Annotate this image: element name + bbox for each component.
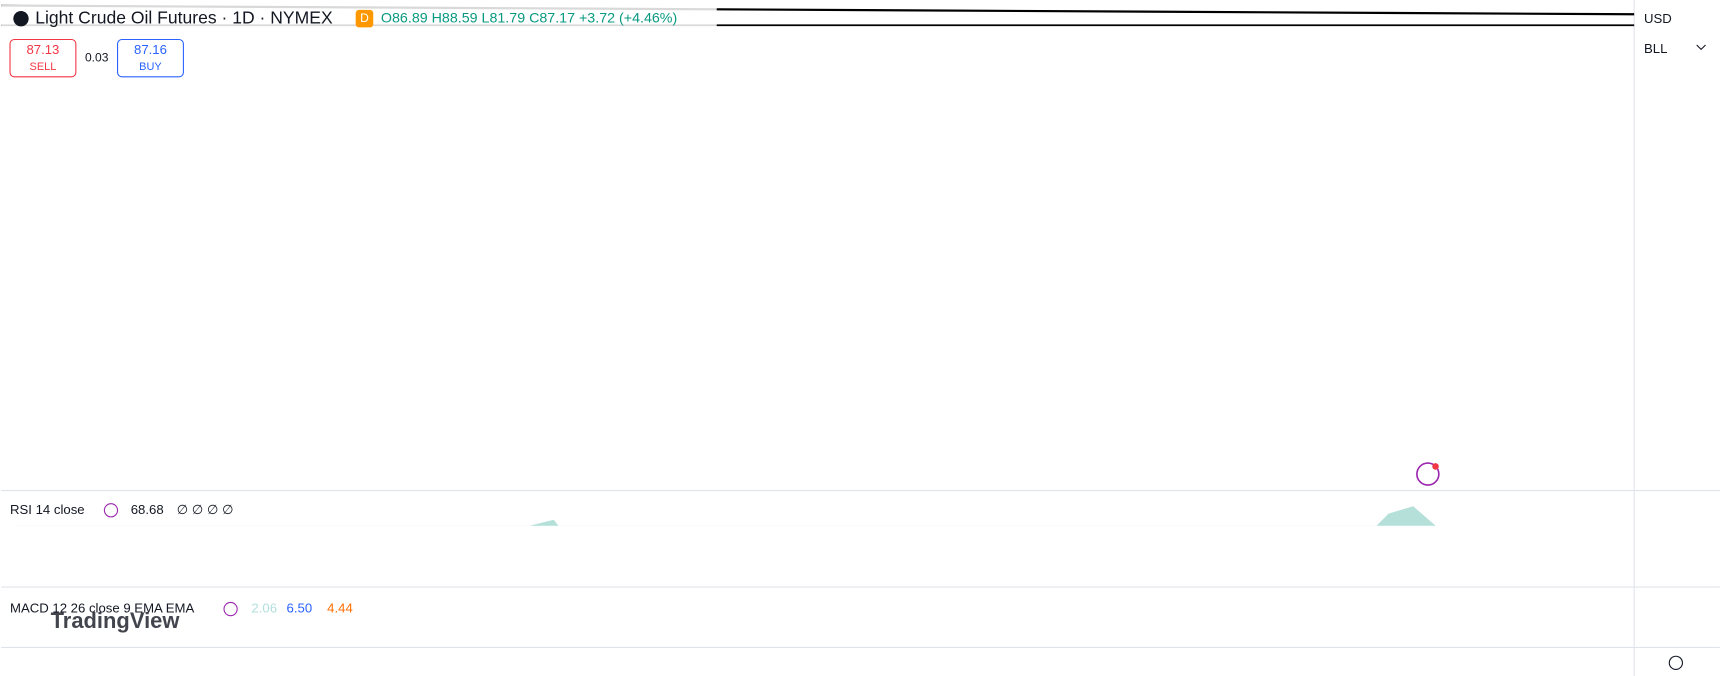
- settings-icon[interactable]: [1668, 655, 1684, 670]
- rsi-value: 68.68: [131, 502, 164, 517]
- event-icon[interactable]: [1416, 462, 1440, 486]
- badge: [355, 9, 374, 28]
- badge-text: D: [360, 11, 369, 25]
- event-dot: [1432, 463, 1439, 470]
- unit-dropdown[interactable]: [1696, 44, 1706, 51]
- sell-button[interactable]: [9, 38, 77, 78]
- rsi-settings[interactable]: [103, 503, 119, 518]
- symbol-icon[interactable]: [13, 10, 29, 27]
- spread: 0.03: [85, 50, 109, 64]
- unit[interactable]: BLL: [1644, 41, 1667, 56]
- buy-button[interactable]: [117, 38, 184, 78]
- currency[interactable]: USD: [1644, 11, 1672, 26]
- signal-value: 4.44: [327, 601, 353, 616]
- sell-label[interactable]: SELL: [30, 61, 57, 73]
- watermark: TradingView: [51, 608, 181, 633]
- buy-label[interactable]: BUY: [139, 61, 162, 73]
- rsi-name: RSI 14 close: [10, 502, 85, 517]
- currency-bg[interactable]: [1636, 4, 1716, 33]
- macd-hist-value: 2.06: [251, 601, 277, 616]
- rsi-extras: ∅ ∅ ∅ ∅: [177, 502, 234, 517]
- buy-price[interactable]: 87.16: [134, 42, 167, 57]
- symbol-title[interactable]: Light Crude Oil Futures · 1D · NYMEX: [35, 7, 333, 27]
- macd-name: MACD 12 26 close 9 EMA EMA: [10, 601, 194, 616]
- macd-settings[interactable]: [223, 601, 238, 617]
- ohlc: O86.89 H88.59 L81.79 C87.17 +3.72 (+4.46…: [381, 10, 677, 26]
- macd-value: 6.50: [287, 601, 313, 616]
- sell-price[interactable]: 87.13: [26, 42, 59, 57]
